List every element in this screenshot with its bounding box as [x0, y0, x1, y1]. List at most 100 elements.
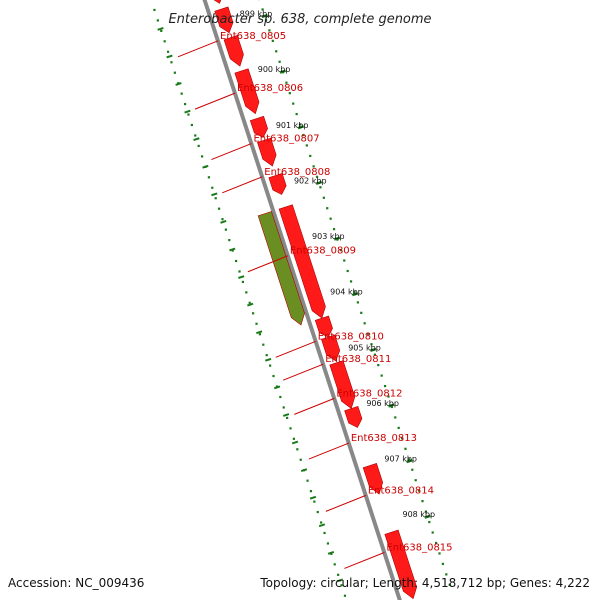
major-tick — [424, 514, 431, 519]
tick-dot — [404, 447, 407, 450]
tick-label: 906 kbp — [366, 399, 399, 408]
tick-dot — [288, 92, 291, 95]
tick-dot — [340, 584, 343, 587]
tick-dot — [298, 123, 302, 126]
tick-label: 904 kbp — [330, 288, 363, 297]
tick-dot — [445, 573, 448, 576]
tick-dot — [241, 280, 245, 284]
tick-dot — [326, 207, 329, 210]
label-leader-line — [294, 397, 335, 415]
tick-dot — [337, 573, 340, 576]
tick-dot — [353, 290, 356, 294]
tick-label: 899 kbp — [240, 10, 273, 19]
tick-dot — [431, 531, 434, 534]
tick-dot — [319, 186, 322, 189]
tick-label: 900 kbp — [258, 65, 291, 74]
gene-arrow — [344, 405, 363, 428]
tick-dot — [180, 92, 183, 95]
tick-dot — [421, 500, 424, 503]
gene-arrow — [384, 529, 418, 600]
tick-dot — [197, 144, 200, 148]
tick-dot — [268, 29, 271, 32]
major-tick — [315, 180, 323, 186]
tick-dot — [153, 8, 156, 12]
major-tick — [351, 292, 359, 297]
tick-dot — [315, 175, 319, 178]
tick-dot — [255, 322, 258, 325]
tick-dot — [373, 353, 376, 356]
gene-arrow — [321, 334, 341, 362]
map-title: Enterobacter sp. 638, complete genome — [168, 12, 431, 27]
minor-tick — [282, 413, 290, 417]
gene-label: Ent638_0808 — [264, 167, 330, 178]
tick-dot — [332, 228, 336, 231]
tick-dot — [252, 312, 255, 315]
tick-dot — [160, 29, 163, 32]
tick-dot — [329, 217, 332, 220]
minor-tick — [175, 82, 182, 86]
tick-dot — [163, 40, 166, 43]
tick-dot — [224, 228, 227, 231]
tick-dot — [214, 197, 217, 200]
tick-label: 903 kbp — [312, 232, 345, 241]
tick-dot — [360, 311, 363, 314]
gene-label: Ent638_0812 — [336, 388, 402, 399]
major-tick — [297, 125, 305, 130]
major-tick — [406, 458, 413, 464]
minor-tick — [238, 275, 245, 279]
tick-dot — [370, 343, 373, 346]
tick-dot — [234, 259, 238, 263]
gene-arrow — [329, 360, 356, 409]
gene-arrow — [249, 115, 268, 138]
tick-dot — [326, 542, 330, 545]
tick-dot — [194, 134, 197, 137]
tick-dot — [333, 563, 336, 566]
tick-dot — [383, 384, 387, 388]
gene-arrow — [314, 315, 333, 338]
gene-label: Ent638_0805 — [220, 31, 286, 42]
gene-layer — [213, 0, 418, 600]
label-leader-line — [283, 363, 324, 381]
tick-dot — [238, 270, 241, 273]
tick-dot — [438, 552, 441, 555]
tick-dot — [286, 416, 289, 420]
tick-dot — [279, 395, 282, 399]
minor-tick — [229, 247, 236, 252]
tick-dot — [377, 364, 380, 367]
tick-dot — [323, 531, 326, 535]
tick-dot — [417, 489, 421, 492]
minor-tick — [273, 385, 281, 390]
minor-tick — [157, 26, 164, 31]
tick-dot — [296, 448, 299, 451]
tick-dot — [295, 112, 298, 116]
minor-tick — [247, 302, 254, 307]
gene-arrow — [234, 68, 260, 115]
tick-dot — [363, 322, 366, 325]
gene-arrow — [257, 137, 277, 167]
gene-label: Ent638_0806 — [237, 83, 303, 94]
tick-dot — [414, 479, 417, 482]
tick-label: 902 kbp — [294, 176, 327, 185]
label-leader-line — [308, 442, 350, 460]
tick-dot — [380, 374, 383, 377]
gene-label: Ent638_0813 — [351, 433, 417, 444]
label-leader-line — [275, 340, 316, 358]
tick-dot — [166, 50, 170, 53]
tick-dot — [428, 520, 431, 524]
tick-label: 901 kbp — [276, 121, 309, 130]
tick-dot — [217, 207, 221, 210]
tick-dot — [407, 458, 410, 461]
tick-dot — [282, 406, 285, 409]
tick-dot — [397, 426, 400, 430]
major-tick — [388, 403, 395, 408]
tick-dot — [435, 541, 438, 545]
tick-dot — [248, 301, 251, 304]
tick-dot — [221, 218, 224, 221]
gene-arrow — [278, 204, 326, 319]
tick-dot — [271, 39, 274, 42]
tick-dot — [200, 155, 204, 158]
tick-dot — [190, 123, 193, 127]
tick-dot — [387, 395, 390, 398]
tick-dot — [320, 521, 323, 524]
